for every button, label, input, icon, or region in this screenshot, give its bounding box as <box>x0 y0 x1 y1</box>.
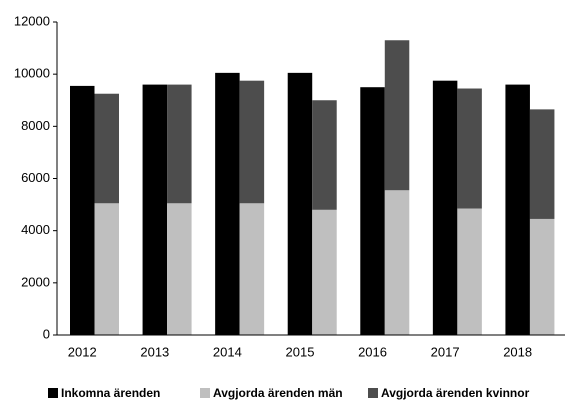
bar <box>432 80 458 335</box>
x-tick-label: 2016 <box>358 344 387 359</box>
y-tick-label: 10000 <box>14 66 50 81</box>
bar <box>529 109 555 219</box>
bar <box>384 40 410 191</box>
bar <box>287 72 313 336</box>
bar <box>70 85 95 335</box>
bar <box>312 100 337 210</box>
legend-swatch <box>200 388 210 398</box>
y-tick-label: 0 <box>43 326 50 341</box>
bar <box>457 88 482 209</box>
bar <box>167 203 192 335</box>
bar <box>142 84 168 335</box>
bar <box>167 84 192 204</box>
bar <box>529 218 555 335</box>
y-tick-label: 12000 <box>14 13 50 28</box>
x-tick-label: 2014 <box>213 344 242 359</box>
legend-label: Avgjorda ärenden kvinnor <box>381 386 530 400</box>
y-tick-label: 2000 <box>21 274 50 289</box>
x-tick-label: 2018 <box>503 344 532 359</box>
bar <box>239 80 265 204</box>
y-tick-label: 4000 <box>21 222 50 237</box>
legend-swatch <box>48 388 58 398</box>
bar <box>312 209 337 335</box>
x-tick-label: 2015 <box>286 344 315 359</box>
bar <box>215 72 240 336</box>
x-tick-label: 2012 <box>68 344 97 359</box>
y-tick-label: 8000 <box>21 118 50 133</box>
bar <box>360 87 385 335</box>
x-tick-label: 2017 <box>431 344 460 359</box>
legend-label: Avgjorda ärenden män <box>213 386 343 400</box>
legend-swatch <box>368 388 378 398</box>
bar <box>94 203 119 335</box>
x-tick-label: 2013 <box>140 344 169 359</box>
bar <box>505 84 530 335</box>
legend-label: Inkomna ärenden <box>61 386 160 400</box>
bar <box>384 190 410 335</box>
bar <box>239 203 265 335</box>
bar <box>457 208 482 335</box>
bar <box>94 93 119 204</box>
y-tick-label: 6000 <box>21 170 50 185</box>
